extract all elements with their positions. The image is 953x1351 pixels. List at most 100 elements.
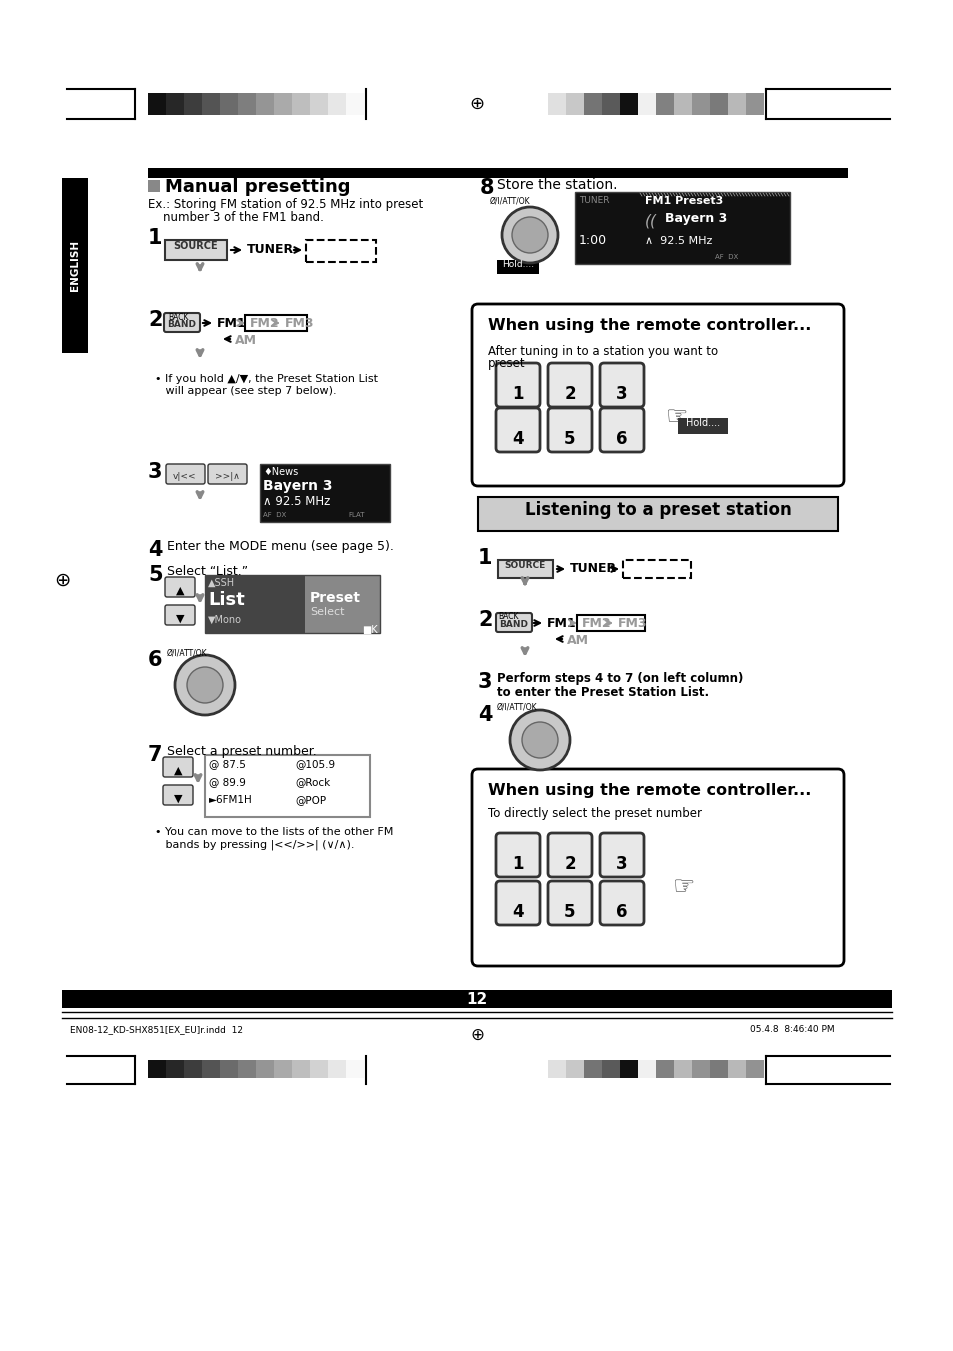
Text: Bayern 3: Bayern 3 — [664, 212, 726, 226]
Bar — [165, 240, 227, 259]
Text: 1: 1 — [148, 228, 162, 249]
Bar — [619, 93, 638, 115]
Text: Enter the MODE menu (see page 5).: Enter the MODE menu (see page 5). — [167, 540, 394, 553]
Bar — [346, 93, 364, 115]
Text: 8: 8 — [479, 178, 494, 199]
Bar — [678, 417, 727, 434]
Bar — [727, 93, 745, 115]
FancyBboxPatch shape — [163, 757, 193, 777]
Text: ∧  92.5 MHz: ∧ 92.5 MHz — [644, 236, 712, 246]
Text: @POP: @POP — [294, 794, 326, 805]
Bar — [328, 93, 346, 115]
Bar — [255, 1061, 274, 1078]
Text: ▲: ▲ — [175, 586, 184, 596]
Text: FM1: FM1 — [546, 617, 576, 630]
Text: ⊕: ⊕ — [470, 1025, 483, 1044]
Bar — [619, 1061, 638, 1078]
Bar — [727, 1061, 745, 1078]
FancyBboxPatch shape — [165, 605, 194, 626]
Text: Preset: Preset — [310, 590, 360, 605]
Text: AM: AM — [234, 334, 256, 347]
FancyBboxPatch shape — [547, 363, 592, 407]
Bar — [622, 561, 690, 578]
Circle shape — [512, 218, 547, 253]
Bar — [237, 1061, 255, 1078]
Text: preset: preset — [488, 357, 525, 370]
FancyBboxPatch shape — [496, 834, 539, 877]
Bar — [245, 315, 307, 331]
FancyBboxPatch shape — [496, 363, 539, 407]
Text: v|<<: v|<< — [173, 471, 196, 481]
Bar — [638, 1061, 656, 1078]
Bar — [565, 93, 583, 115]
Bar — [148, 168, 847, 178]
Text: FLAT: FLAT — [348, 512, 364, 517]
Text: TUNER: TUNER — [569, 562, 617, 576]
Text: 12: 12 — [466, 992, 487, 1006]
Bar — [166, 1061, 184, 1078]
Text: FM1: FM1 — [216, 317, 247, 330]
Text: 2: 2 — [563, 855, 576, 873]
Text: ⊕: ⊕ — [53, 570, 71, 589]
Text: 1: 1 — [512, 855, 523, 873]
Bar — [237, 93, 255, 115]
Text: ((: (( — [644, 213, 657, 230]
Text: ☞: ☞ — [665, 405, 688, 430]
FancyBboxPatch shape — [472, 769, 843, 966]
Text: 2: 2 — [148, 309, 162, 330]
Text: Hold....: Hold.... — [685, 417, 720, 428]
Text: Bayern 3: Bayern 3 — [263, 480, 333, 493]
FancyBboxPatch shape — [472, 304, 843, 486]
Text: ■K: ■K — [361, 626, 377, 635]
Bar — [310, 1061, 328, 1078]
Bar — [184, 93, 202, 115]
Bar — [62, 990, 891, 1008]
Text: AF  DX: AF DX — [714, 254, 738, 259]
Bar — [601, 1061, 619, 1078]
Text: number 3 of the FM1 band.: number 3 of the FM1 band. — [148, 211, 323, 224]
Text: ►6FM1H: ►6FM1H — [209, 794, 253, 805]
Text: SOURCE: SOURCE — [504, 561, 545, 570]
Text: 3: 3 — [148, 462, 162, 482]
Bar — [673, 1061, 691, 1078]
Text: ☞: ☞ — [672, 875, 695, 898]
Text: ▼Mono: ▼Mono — [208, 615, 242, 626]
Text: 5: 5 — [563, 430, 576, 449]
Bar — [148, 180, 160, 192]
Text: AM: AM — [566, 634, 588, 647]
Bar — [166, 93, 184, 115]
Text: ⊕: ⊕ — [469, 95, 484, 113]
Text: List: List — [208, 590, 245, 609]
Text: @ 89.9: @ 89.9 — [209, 777, 246, 788]
Text: 6: 6 — [148, 650, 162, 670]
Bar — [202, 93, 220, 115]
Text: 4: 4 — [148, 540, 162, 561]
Text: BAND: BAND — [168, 320, 196, 330]
Bar — [583, 1061, 601, 1078]
Text: FM2: FM2 — [250, 317, 279, 330]
Bar — [583, 93, 601, 115]
Bar — [202, 1061, 220, 1078]
Text: 6: 6 — [616, 430, 627, 449]
Text: Select a preset number.: Select a preset number. — [167, 744, 316, 758]
Bar — [477, 497, 837, 531]
Bar — [565, 1061, 583, 1078]
Text: Perform steps 4 to 7 (on left column): Perform steps 4 to 7 (on left column) — [497, 671, 742, 685]
Bar — [497, 561, 553, 578]
Text: Store the station.: Store the station. — [497, 178, 617, 192]
Circle shape — [510, 711, 569, 770]
Bar — [292, 93, 310, 115]
Text: To directly select the preset number: To directly select the preset number — [488, 807, 701, 820]
Text: Ex.: Storing FM station of 92.5 MHz into preset: Ex.: Storing FM station of 92.5 MHz into… — [148, 199, 423, 211]
Bar — [547, 93, 565, 115]
Text: Ø/I/ATT/OK: Ø/I/ATT/OK — [167, 648, 208, 657]
Text: 4: 4 — [477, 705, 492, 725]
Text: When using the remote controller...: When using the remote controller... — [488, 317, 810, 332]
Text: BAND: BAND — [499, 620, 528, 630]
Text: ∧ 92.5 MHz: ∧ 92.5 MHz — [263, 494, 330, 508]
FancyBboxPatch shape — [547, 408, 592, 453]
Bar — [220, 1061, 237, 1078]
Text: After tuning in to a station you want to: After tuning in to a station you want to — [488, 345, 718, 358]
FancyBboxPatch shape — [599, 363, 643, 407]
FancyBboxPatch shape — [496, 881, 539, 925]
